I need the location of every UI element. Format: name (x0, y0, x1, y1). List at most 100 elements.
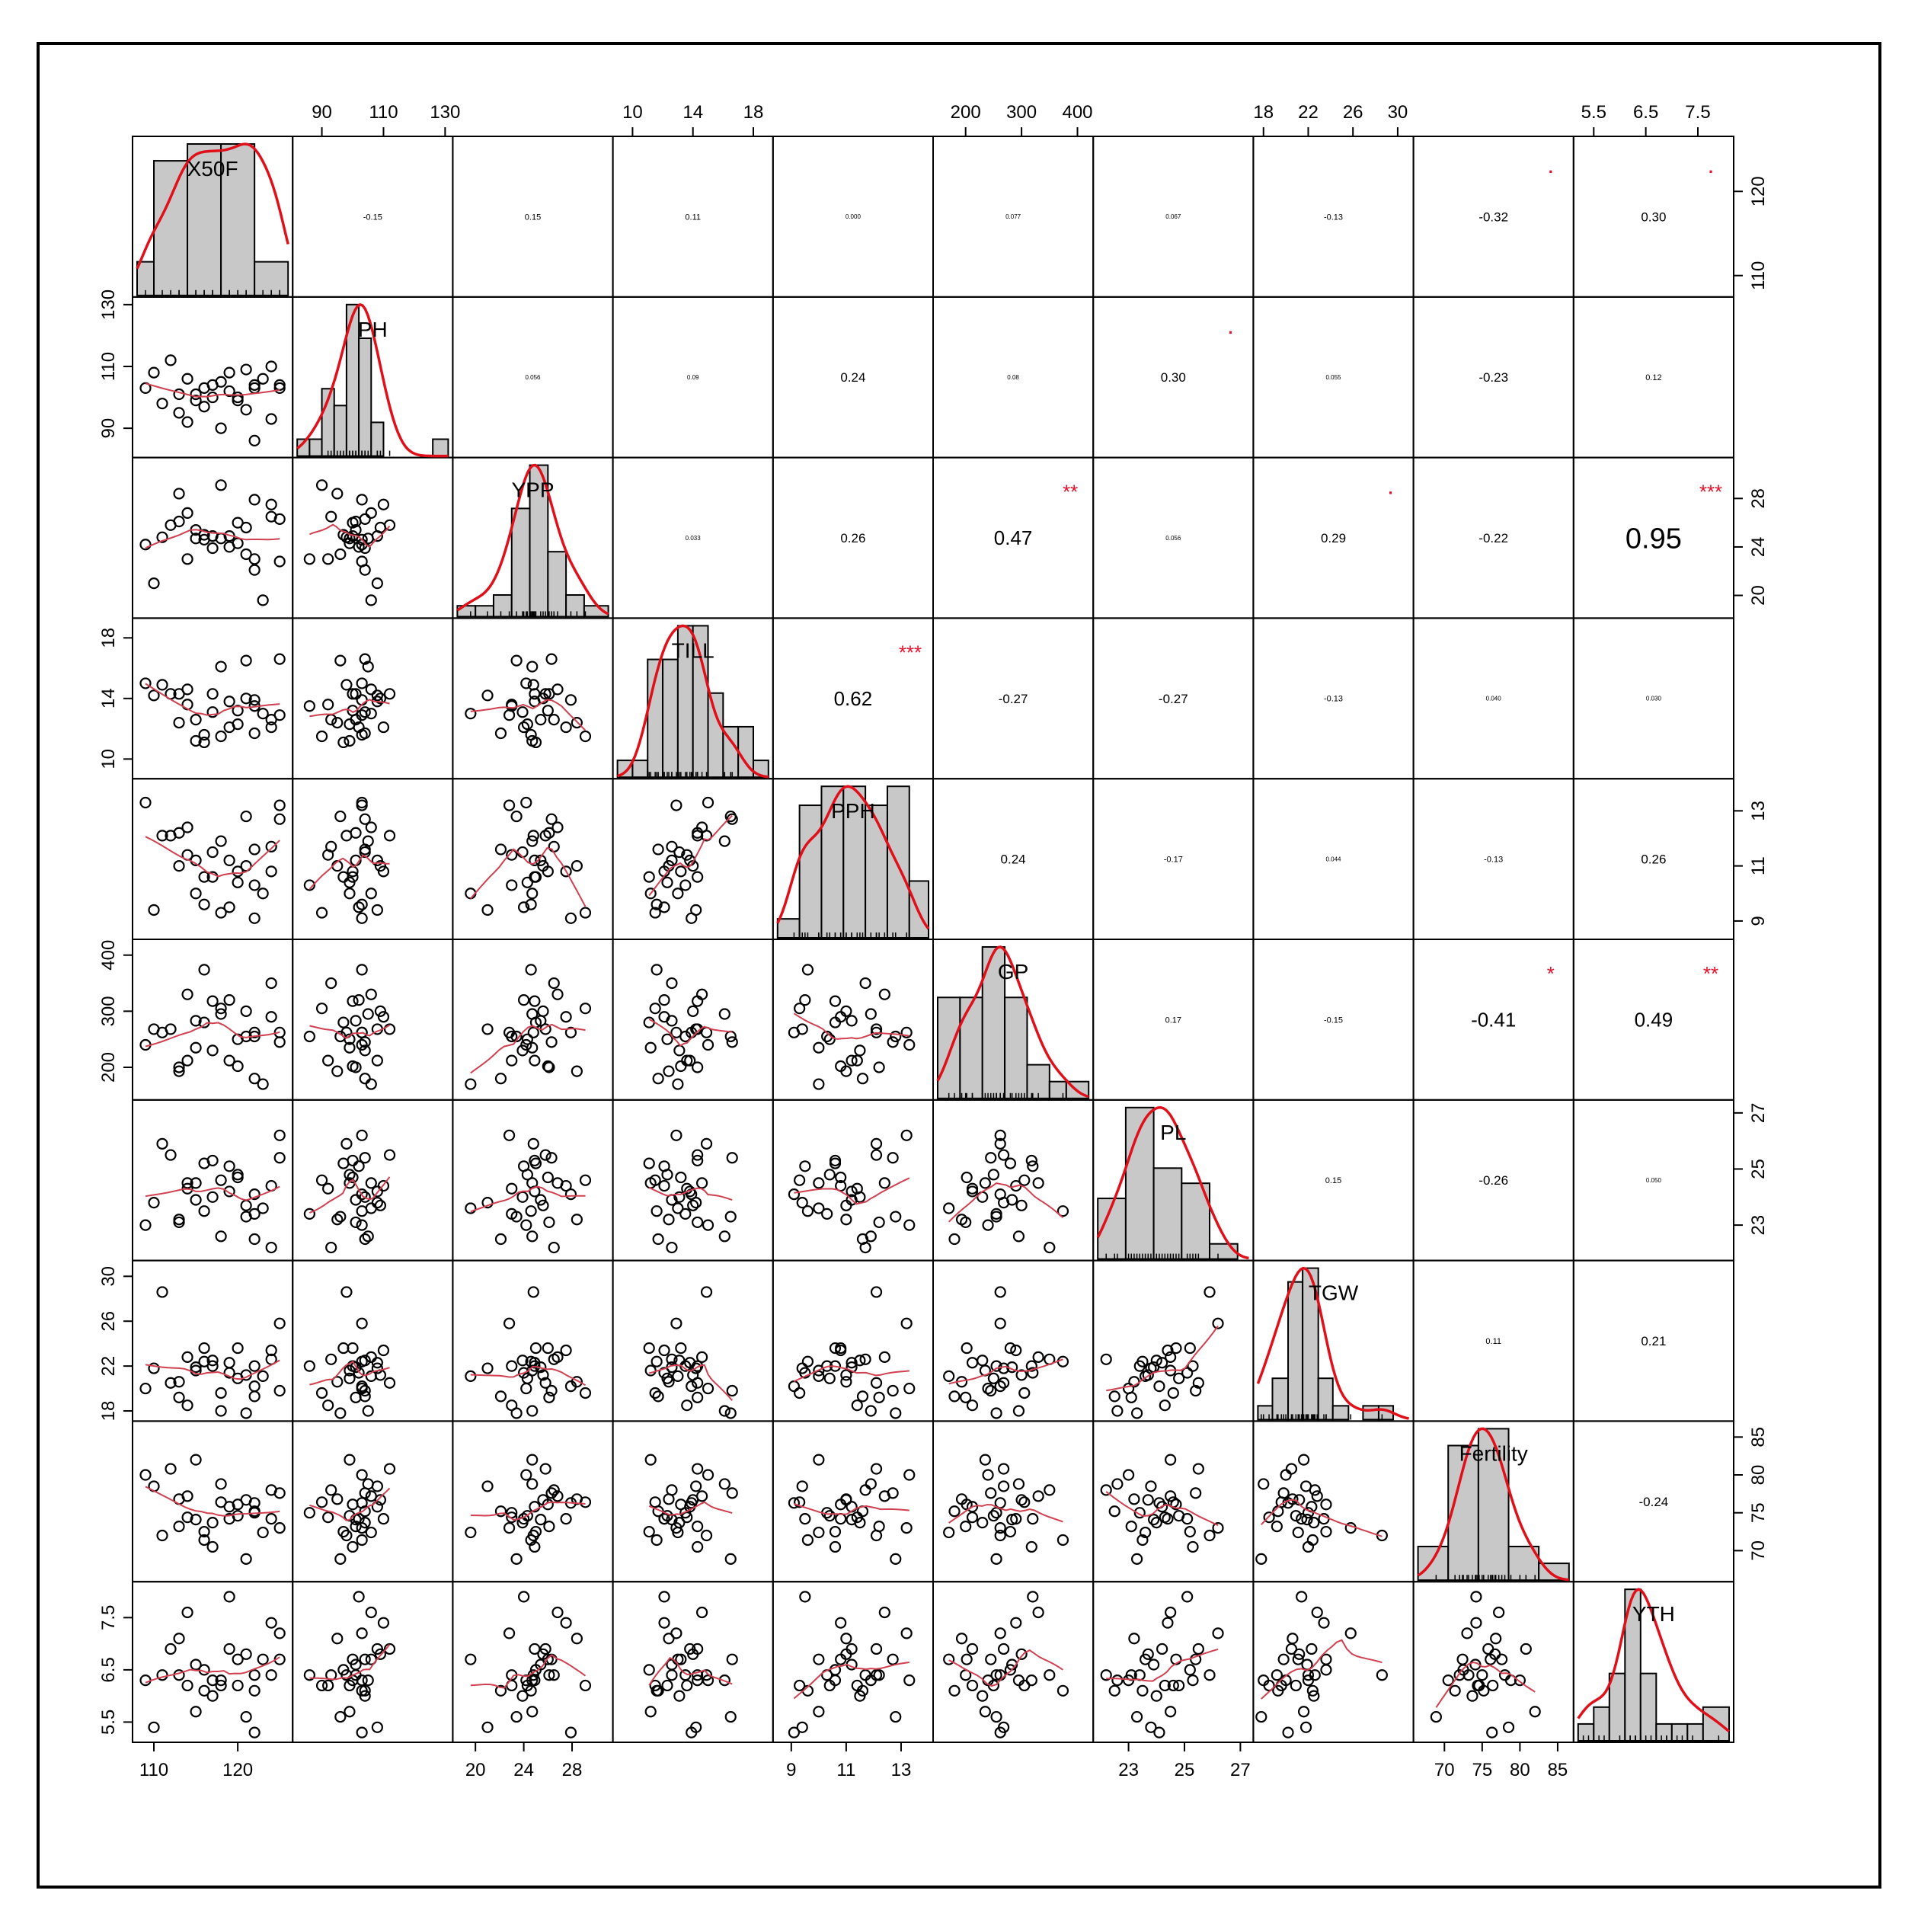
data-point (551, 1177, 564, 1189)
data-point (265, 1011, 277, 1023)
variable-name: X50F (187, 157, 238, 181)
data-point (1299, 1721, 1312, 1733)
data-point (359, 1073, 371, 1085)
data-point (661, 876, 673, 888)
data-point (990, 1507, 1002, 1519)
data-point (506, 1511, 518, 1524)
data-point (692, 1149, 704, 1161)
correlation-value: 0.12 (1645, 373, 1661, 382)
data-point (840, 1648, 852, 1660)
data-point (675, 1171, 687, 1184)
data-point (248, 553, 261, 565)
data-point (383, 688, 396, 700)
data-point (1487, 1679, 1499, 1692)
data-point (873, 1521, 885, 1533)
significance-stars: . (1549, 158, 1553, 177)
data-point (571, 1065, 583, 1077)
data-point (890, 1553, 902, 1565)
data-point (526, 835, 539, 847)
bottom-axis-X50F: 110 120 (139, 1742, 253, 1780)
data-point (1473, 1679, 1485, 1692)
tick-label: 23 (1118, 1760, 1139, 1780)
data-point (322, 553, 334, 565)
data-point (1292, 1653, 1304, 1665)
correlation-value: 0.050 (1646, 1177, 1662, 1184)
data-point (331, 1214, 344, 1226)
data-point (315, 1003, 328, 1015)
data-point (994, 1726, 1006, 1738)
tick-label: 300 (1006, 102, 1037, 123)
histogram-bar (1477, 1428, 1510, 1582)
data-point (961, 1171, 973, 1184)
data-point (529, 1054, 541, 1067)
data-point (1187, 1674, 1199, 1687)
data-point (331, 488, 344, 500)
left-axis-TGW: 18 22 26 30 (98, 1266, 133, 1421)
data-point (1004, 1157, 1017, 1169)
data-point (334, 1710, 347, 1723)
data-point (1285, 1463, 1298, 1475)
data-point (526, 661, 539, 673)
data-point (982, 1469, 994, 1481)
data-point (726, 1653, 738, 1665)
data-point (829, 995, 842, 1007)
data-point (1192, 1463, 1204, 1475)
data-point (560, 1344, 572, 1357)
data-point (1514, 1674, 1526, 1687)
smoother-line (648, 1364, 733, 1401)
data-point (1133, 1360, 1146, 1372)
data-point (181, 416, 193, 428)
data-point (359, 1233, 371, 1246)
data-point (1306, 1684, 1319, 1697)
data-point (801, 1534, 814, 1547)
data-point (325, 840, 337, 852)
data-point (690, 1480, 702, 1492)
data-point (870, 1643, 883, 1655)
correlation-value: 0.26 (840, 531, 865, 545)
data-point (516, 1191, 529, 1203)
tick-label: 5.5 (98, 1710, 119, 1735)
tick-label: 6.5 (98, 1657, 119, 1682)
smoother-line (145, 1359, 280, 1380)
data-point (1018, 1174, 1031, 1186)
data-point (529, 736, 542, 749)
data-point (1056, 1684, 1069, 1697)
data-point (724, 1710, 737, 1723)
tick-label: 13 (1748, 801, 1769, 821)
data-point (181, 699, 193, 711)
data-point (331, 1493, 344, 1505)
data-point (190, 1177, 202, 1189)
data-point (371, 904, 383, 916)
data-point (1529, 1706, 1541, 1718)
data-point (692, 1463, 704, 1475)
tick-label: 7.5 (98, 1605, 119, 1630)
data-point (353, 1367, 365, 1379)
data-point (1320, 1664, 1332, 1676)
data-point (198, 871, 210, 883)
data-point (551, 1490, 564, 1502)
left-axis-PH: 90 110 130 (98, 289, 133, 438)
data-point (1111, 1478, 1124, 1490)
data-point (340, 1137, 353, 1150)
data-point (900, 1627, 913, 1639)
data-point (658, 901, 670, 913)
histogram-PH: PH (296, 302, 449, 458)
data-point (551, 821, 564, 833)
scatter-YPP-vs-PH (303, 479, 396, 606)
data-point (718, 1008, 730, 1020)
data-point (966, 1501, 979, 1513)
data-point (248, 1208, 261, 1220)
data-point (359, 1487, 371, 1499)
data-point (520, 796, 532, 809)
smoother-line (1261, 1639, 1383, 1700)
panel-PL-PPH (772, 1099, 934, 1262)
smoother-line (794, 1177, 910, 1205)
data-point (322, 1399, 334, 1412)
data-point (362, 1008, 374, 1020)
density-curve (456, 463, 609, 616)
data-point (1192, 1643, 1204, 1655)
data-point (794, 1679, 806, 1692)
data-point (257, 594, 269, 606)
variable-name: PPH (831, 799, 875, 823)
data-point (990, 1208, 1002, 1220)
